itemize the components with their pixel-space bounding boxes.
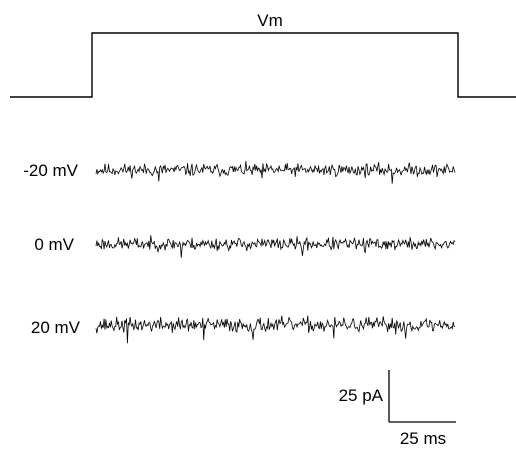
trace-0: -20 mV — [23, 161, 456, 184]
trace-label-20mv: 20 mV — [31, 318, 81, 337]
current-trace-20mv — [95, 315, 456, 344]
trace-1: 0 mV — [34, 235, 456, 258]
scale-bar-current-label: 25 pA — [339, 386, 384, 405]
current-trace-minus20mv — [95, 161, 456, 184]
vm-step-waveform — [10, 32, 516, 98]
vm-label: Vm — [257, 11, 283, 30]
trace-2: 20 mV — [31, 315, 456, 344]
trace-label-0mv: 0 mV — [34, 235, 74, 254]
trace-label-minus20mv: -20 mV — [23, 161, 78, 180]
current-trace-0mv — [95, 235, 456, 258]
voltage-protocol: Vm — [10, 11, 516, 98]
scale-bar-time-label: 25 ms — [400, 429, 446, 448]
scale-bar: 25 pA 25 ms — [339, 370, 456, 448]
